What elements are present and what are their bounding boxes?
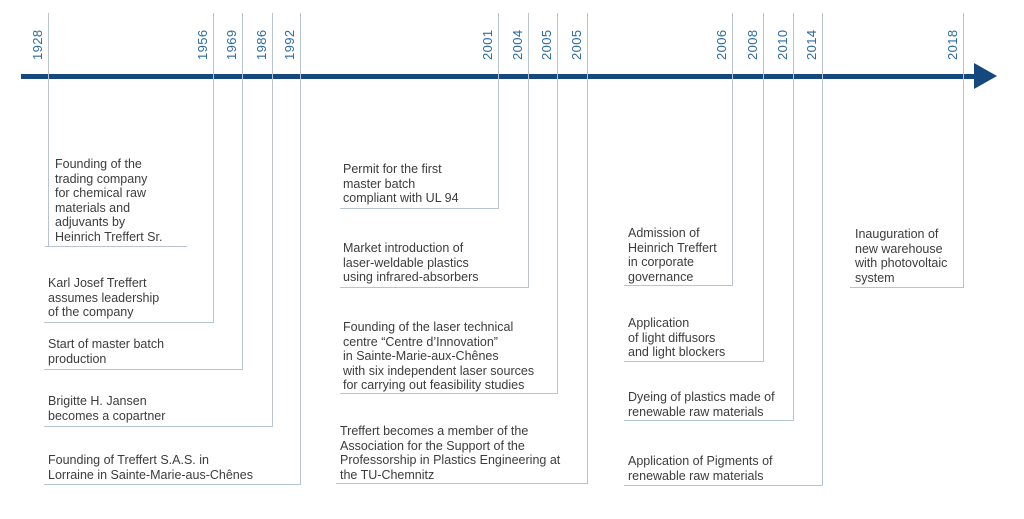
year-label: 1986: [254, 29, 269, 60]
event-text: Admission of Heinrich Treffert in corpor…: [628, 226, 717, 284]
year-label: 2005: [569, 29, 584, 60]
event-text: Karl Josef Treffert assumes leadership o…: [48, 276, 160, 319]
year-guide-line: [242, 13, 243, 369]
event-text: Brigitte H. Jansen becomes a copartner: [48, 394, 166, 423]
event-text: Founding of Treffert S.A.S. in Lorraine …: [48, 453, 253, 482]
year-guide-line: [822, 13, 823, 485]
year-guide-line: [763, 13, 764, 361]
event-text: Dyeing of plastics made of renewable raw…: [628, 390, 775, 419]
event-baseline: [624, 285, 733, 286]
event-text: Inauguration of new warehouse with photo…: [855, 227, 948, 285]
event-baseline: [44, 484, 301, 485]
event-baseline: [340, 287, 529, 288]
year-guide-line: [732, 13, 733, 285]
timeline-arrowhead-icon: [974, 63, 997, 89]
year-label: 2004: [510, 29, 525, 60]
event-baseline: [336, 483, 588, 484]
year-label: 1956: [195, 29, 210, 60]
event-baseline: [850, 287, 964, 288]
year-label: 1969: [224, 29, 239, 60]
year-label: 1992: [282, 29, 297, 60]
event-text: Start of master batch production: [48, 337, 165, 366]
year-guide-line: [498, 13, 499, 208]
year-label: 1928: [30, 29, 45, 60]
event-baseline: [624, 485, 823, 486]
year-label: 2001: [480, 29, 495, 60]
event-text: Permit for the first master batch compli…: [343, 162, 459, 205]
year-guide-line: [48, 13, 49, 246]
year-label: 2005: [539, 29, 554, 60]
year-label: 2014: [804, 29, 819, 60]
event-text: Application of Pigments of renewable raw…: [628, 454, 773, 483]
event-text: Market introduction of laser-weldable pl…: [343, 241, 479, 284]
event-baseline: [340, 393, 558, 394]
event-baseline: [624, 361, 764, 362]
event-baseline: [624, 420, 794, 421]
year-guide-line: [272, 13, 273, 426]
event-text: Founding of the laser technical centre “…: [343, 320, 535, 392]
event-text: Application of light diffusors and light…: [628, 316, 726, 359]
year-label: 2008: [745, 29, 760, 60]
year-guide-line: [963, 13, 964, 287]
year-guide-line: [213, 13, 214, 322]
event-baseline: [44, 369, 243, 370]
event-text: Founding of the trading company for chem…: [55, 157, 163, 244]
year-guide-line: [557, 13, 558, 393]
year-guide-line: [587, 13, 588, 483]
year-label: 2010: [775, 29, 790, 60]
event-baseline: [340, 208, 499, 209]
event-baseline: [44, 426, 273, 427]
year-label: 2006: [714, 29, 729, 60]
event-text: Treffert becomes a member of the Associa…: [340, 424, 561, 482]
year-guide-line: [528, 13, 529, 287]
event-baseline: [44, 322, 214, 323]
year-label: 2018: [945, 29, 960, 60]
event-baseline: [45, 246, 187, 247]
year-guide-line: [300, 13, 301, 484]
year-guide-line: [793, 13, 794, 420]
